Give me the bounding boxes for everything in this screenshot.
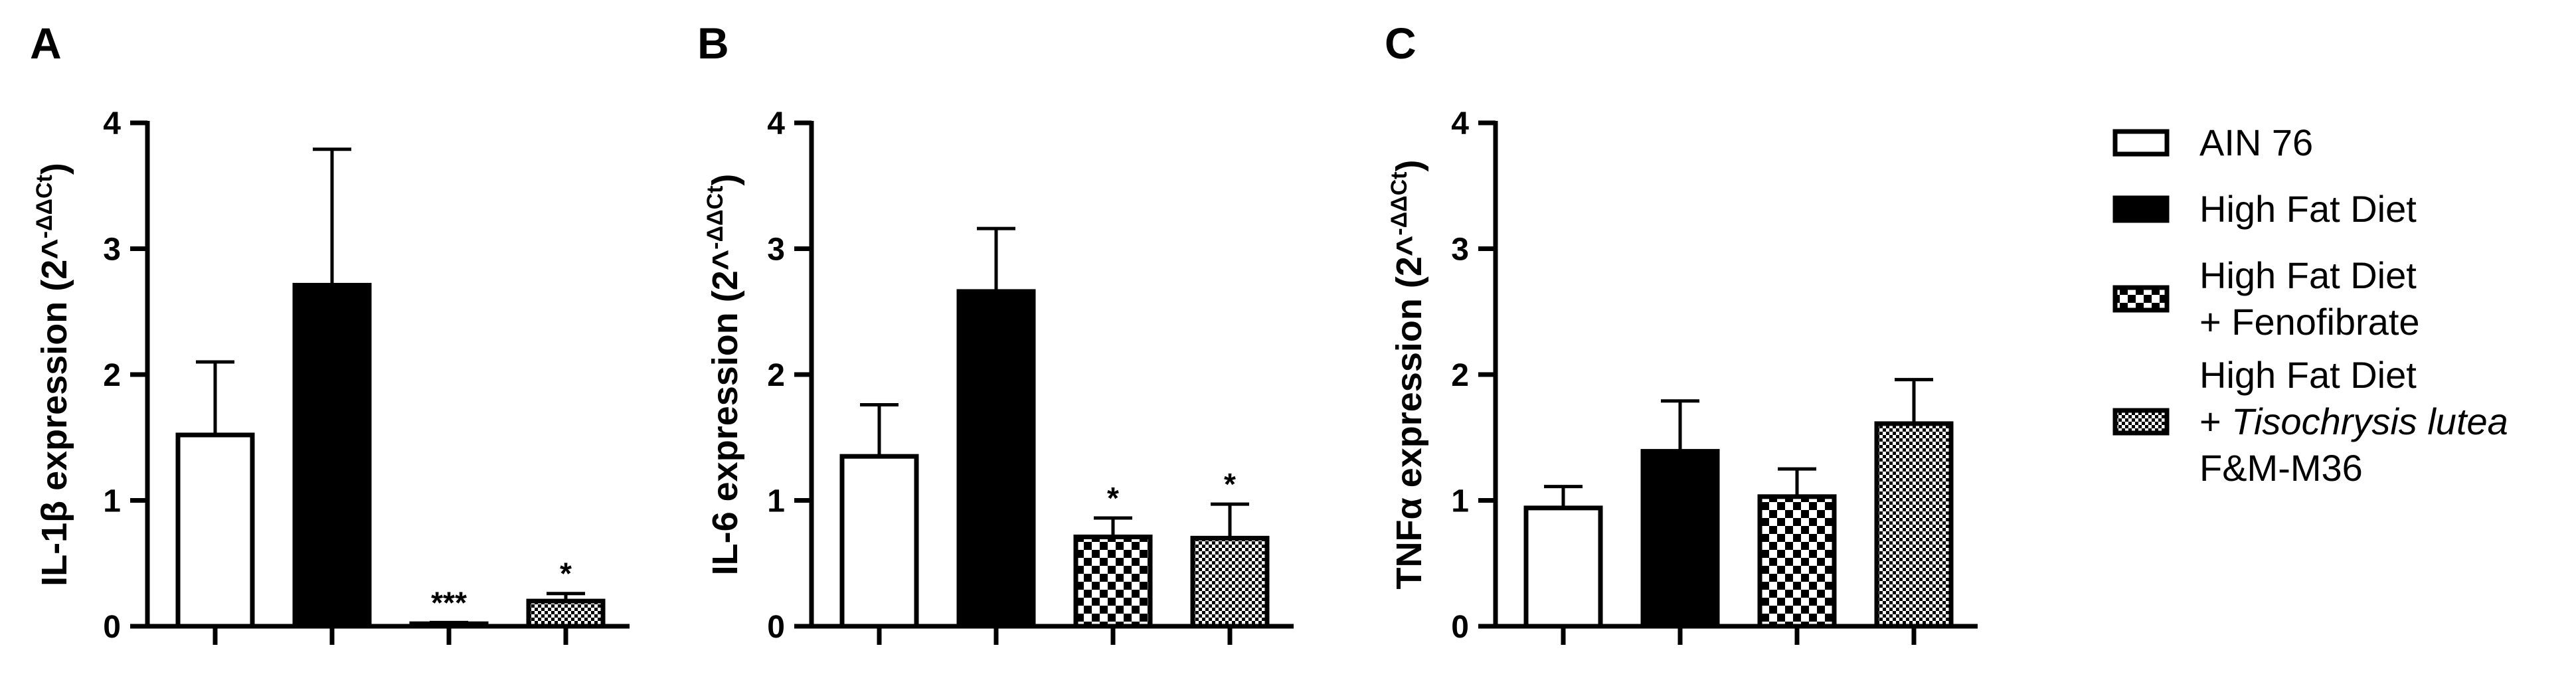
bar-2 xyxy=(956,289,1036,629)
y-tick-label: 1 xyxy=(767,484,785,519)
y-tick-label: 4 xyxy=(103,106,121,141)
bar-1 xyxy=(839,454,919,629)
legend-label-line: F&M-M36 xyxy=(2199,447,2363,489)
y-axis-label-close: ) xyxy=(35,163,74,175)
chart-panels: AIL-1β expression (2^-ΔΔCt)01234****BIL-… xyxy=(30,19,1978,645)
y-axis-label-superscript: -ΔΔCt xyxy=(703,186,728,250)
bar-3 xyxy=(409,621,489,629)
legend-label-line: AIN 76 xyxy=(2199,122,2313,163)
significance-label: * xyxy=(560,557,572,591)
significance-label: *** xyxy=(431,585,467,620)
legend-label-line: High Fat Diet xyxy=(2199,188,2417,230)
bar-3 xyxy=(1073,534,1153,629)
panel-letter: C xyxy=(1385,19,1417,68)
y-tick-label: 2 xyxy=(767,358,785,393)
y-tick-label: 0 xyxy=(767,610,785,645)
legend-label-line: High Fat Diet xyxy=(2199,354,2417,396)
y-axis-label-close: ) xyxy=(1389,160,1429,172)
legend-label-italic: Tisochrysis lutea xyxy=(2231,400,2508,442)
y-axis-label-superscript: -ΔΔCt xyxy=(32,175,57,238)
legend-label-line: + Tisochrysis lutea xyxy=(2199,400,2508,442)
y-tick-label: 3 xyxy=(103,232,121,268)
y-tick-label: 4 xyxy=(1451,106,1469,141)
y-axis-label-close: ) xyxy=(705,174,745,186)
significance-label: * xyxy=(1224,467,1236,501)
bar-4 xyxy=(526,598,606,629)
y-axis-label-superscript: -ΔΔCt xyxy=(1387,172,1412,236)
legend-label-line: + Fenofibrate xyxy=(2199,301,2420,343)
y-tick-label: 2 xyxy=(1451,358,1469,393)
legend-swatch xyxy=(2112,195,2170,223)
legend-label-line: High Fat Diet xyxy=(2199,254,2417,296)
legend-item: High Fat Diet xyxy=(2112,188,2417,230)
bar-2 xyxy=(1640,449,1720,629)
y-tick-label: 4 xyxy=(767,106,785,141)
legend-label-text: + xyxy=(2199,400,2231,442)
bar-1 xyxy=(1523,505,1603,629)
legend-swatch xyxy=(2112,285,2170,313)
bar-1 xyxy=(175,432,255,629)
chart-panel-C: C TNFα expression (2^-ΔΔCt) 0 1 2 3 4 xyxy=(1385,19,1978,645)
y-axis-label-main: IL-6 expression (2^ xyxy=(705,250,745,576)
y-axis-label: TNFα expression (2^-ΔΔCt) xyxy=(1387,160,1429,590)
legend-item: High Fat Diet + Fenofibrate xyxy=(2112,254,2420,343)
y-tick-label: 0 xyxy=(1451,610,1469,645)
y-axis-label: IL-6 expression (2^-ΔΔCt) xyxy=(703,174,745,576)
y-axis-label-main: TNFα expression (2^ xyxy=(1389,236,1429,590)
panel-letter: B xyxy=(697,19,729,68)
y-tick-label: 3 xyxy=(767,232,785,268)
legend-swatch xyxy=(2112,129,2170,157)
y-axis-label: IL-1β expression (2^-ΔΔCt) xyxy=(32,163,74,586)
y-tick-label: 3 xyxy=(1451,232,1469,268)
significance-label: * xyxy=(1107,481,1119,515)
legend-item: AIN 76 xyxy=(2112,122,2313,163)
chart-panel-B: B IL-6 expression (2^-ΔΔCt) 0 1 2 3 4 * * xyxy=(697,19,1294,645)
y-tick-label: 2 xyxy=(103,358,121,393)
bar-4 xyxy=(1190,535,1270,629)
legend-swatch xyxy=(2112,408,2170,436)
y-tick-label: 1 xyxy=(103,484,121,519)
legend: AIN 76 High Fat Diet High Fat Diet + Fenofi… xyxy=(2112,122,2508,489)
bar-4 xyxy=(1874,421,1954,629)
legend-item: High Fat Diet+ Tisochrysis lutea F&M-M36 xyxy=(2112,354,2508,489)
bar-2 xyxy=(292,282,372,629)
panel-letter: A xyxy=(30,19,62,68)
bar-3 xyxy=(1757,494,1837,629)
y-axis-label-main: IL-1β expression (2^ xyxy=(35,238,74,586)
y-tick-label: 1 xyxy=(1451,484,1469,519)
y-tick-label: 0 xyxy=(103,610,121,645)
